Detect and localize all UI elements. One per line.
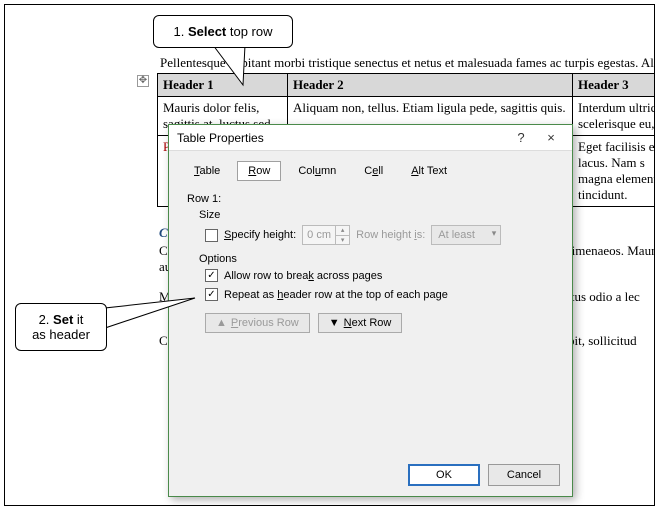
callout-pointer-icon (105, 290, 205, 330)
allow-break-label: Allow row to break across pages (224, 270, 382, 282)
callout-step-2: 2. Set it as header (15, 303, 107, 351)
spinner-up-icon: ▴ (336, 226, 349, 236)
triangle-down-icon: ▼ (329, 317, 340, 329)
specify-height-checkbox[interactable] (205, 229, 218, 242)
row-height-is-label: Row height is: (356, 229, 425, 241)
size-group-label: Size (199, 209, 554, 221)
ok-button[interactable]: OK (408, 464, 480, 486)
dialog-titlebar[interactable]: Table Properties ? × (169, 125, 572, 151)
dialog-tabs: Table Row Column Cell Alt Text (169, 151, 572, 181)
table-properties-dialog: Table Properties ? × Table Row Column Ce… (168, 124, 573, 497)
previous-row-button: ▲ Previous Row (205, 313, 310, 333)
table-cell[interactable]: Interdum ultric scelerisque eu, (573, 97, 656, 136)
header-cell[interactable]: Header 3 (573, 74, 656, 97)
table-cell[interactable]: Eget facilisis e id lacus. Nam s magna e… (573, 136, 656, 207)
spinner-down-icon: ▾ (336, 236, 349, 245)
allow-break-checkbox[interactable] (205, 269, 218, 282)
options-group-label: Options (199, 253, 554, 265)
repeat-header-label: Repeat as header row at the top of each … (224, 289, 448, 301)
triangle-up-icon: ▲ (216, 317, 227, 329)
dialog-title: Table Properties (177, 125, 506, 151)
tab-table[interactable]: Table (183, 161, 231, 181)
next-row-button[interactable]: ▼ Next Row (318, 313, 403, 333)
tab-alt-text[interactable]: Alt Text (400, 161, 458, 181)
height-input: 0 cm ▴▾ (302, 225, 350, 245)
callout-pointer-icon (205, 45, 265, 95)
help-button[interactable]: ? (506, 125, 536, 151)
table-move-handle[interactable]: ✥ (137, 75, 149, 87)
header-cell[interactable]: Header 2 (288, 74, 573, 97)
cancel-button[interactable]: Cancel (488, 464, 560, 486)
specify-height-label: Specify height: (224, 229, 296, 241)
tab-cell[interactable]: Cell (353, 161, 394, 181)
row-indicator: Row 1: (187, 193, 554, 205)
repeat-header-checkbox[interactable] (205, 288, 218, 301)
row-height-mode-combo: At least (431, 225, 501, 245)
callout-step-1: 1. Select top row (153, 15, 293, 48)
tab-column[interactable]: Column (287, 161, 347, 181)
tab-row[interactable]: Row (237, 161, 281, 181)
close-button[interactable]: × (536, 125, 566, 151)
